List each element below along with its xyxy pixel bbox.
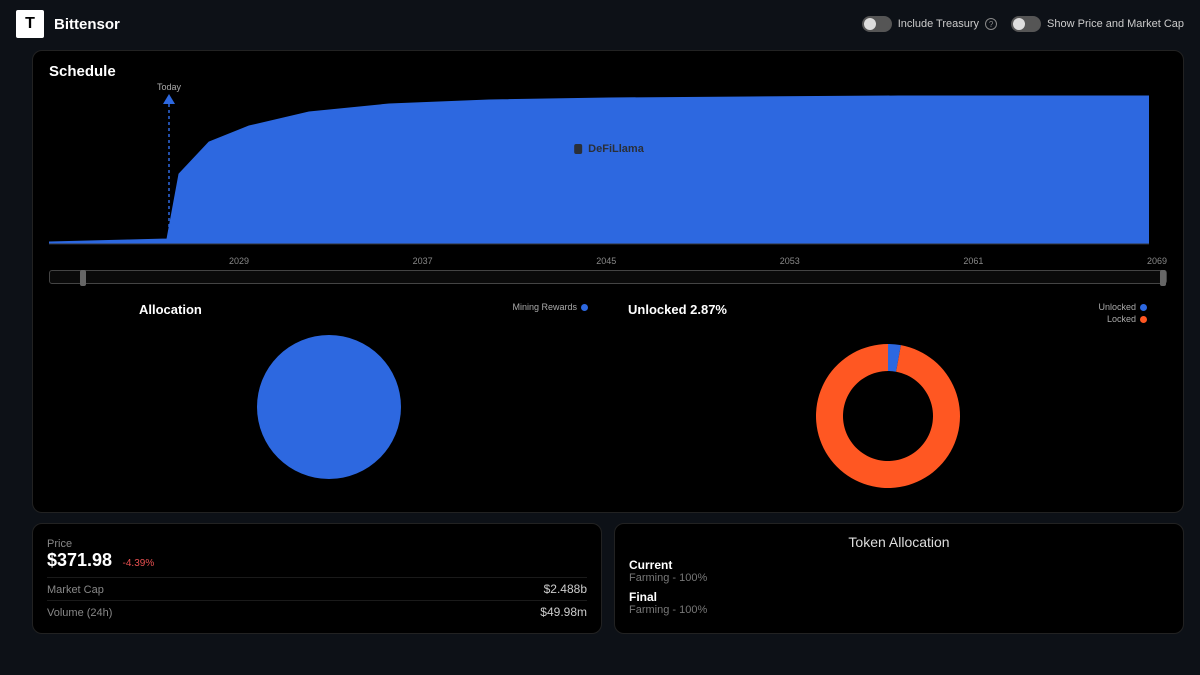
legend-dot-icon bbox=[581, 304, 588, 311]
allocation-section-detail: Farming - 100% bbox=[629, 604, 1169, 616]
toggle-show-price[interactable]: Show Price and Market Cap bbox=[1011, 16, 1184, 32]
scrubber-handle-left[interactable] bbox=[80, 270, 86, 286]
llama-icon bbox=[572, 142, 584, 156]
header: T Bittensor Include Treasury ? Show Pric… bbox=[0, 0, 1200, 46]
info-icon[interactable]: ? bbox=[985, 18, 997, 30]
page-title: Bittensor bbox=[54, 16, 120, 33]
stat-row: Volume (24h) $49.98m bbox=[47, 601, 587, 623]
watermark-text: DeFiLlama bbox=[588, 143, 644, 155]
today-label: Today bbox=[157, 82, 181, 92]
allocation-chart: Allocation Mining Rewards bbox=[69, 302, 588, 496]
stat-label: Market Cap bbox=[47, 584, 104, 596]
allocation-pie bbox=[249, 327, 409, 487]
x-tick: 2061 bbox=[963, 256, 983, 266]
bottom-charts: Allocation Mining Rewards Unlocked 2.87%… bbox=[49, 302, 1167, 496]
header-left: T Bittensor bbox=[16, 10, 120, 38]
unlocked-donut bbox=[808, 336, 968, 496]
unlocked-title: Unlocked 2.87% bbox=[628, 302, 727, 317]
toggle-include-treasury[interactable]: Include Treasury ? bbox=[862, 16, 997, 32]
price-value: $371.98 bbox=[47, 550, 112, 570]
legend-label: Locked bbox=[1107, 314, 1136, 324]
legend-dot-icon bbox=[1140, 316, 1147, 323]
x-tick: 2037 bbox=[413, 256, 433, 266]
header-toggles: Include Treasury ? Show Price and Market… bbox=[862, 16, 1184, 32]
x-tick: 2045 bbox=[596, 256, 616, 266]
timeline-scrubber[interactable] bbox=[49, 270, 1167, 284]
allocation-section-heading: Final bbox=[629, 590, 1169, 604]
price-panel: Price $371.98 -4.39% Market Cap $2.488b Vo… bbox=[32, 523, 602, 634]
main-panel: Schedule Today DeFiLlama 2029 2037 2045 205… bbox=[32, 50, 1184, 513]
legend-label: Unlocked bbox=[1098, 302, 1136, 312]
allocation-section-detail: Farming - 100% bbox=[629, 572, 1169, 584]
allocation-title: Allocation bbox=[139, 302, 202, 317]
stats-row: Price $371.98 -4.39% Market Cap $2.488b Vo… bbox=[32, 523, 1184, 634]
price-change: -4.39% bbox=[123, 558, 155, 569]
schedule-title: Schedule bbox=[49, 63, 1167, 80]
x-tick: 2069 bbox=[1147, 256, 1167, 266]
stat-row: Market Cap $2.488b bbox=[47, 578, 587, 601]
toggle-switch[interactable] bbox=[862, 16, 892, 32]
watermark: DeFiLlama bbox=[572, 142, 644, 156]
price-label: Price bbox=[47, 538, 587, 550]
allocation-legend: Mining Rewards bbox=[512, 302, 588, 314]
stat-label: Volume (24h) bbox=[47, 607, 112, 619]
x-tick: 2029 bbox=[229, 256, 249, 266]
x-tick: 2053 bbox=[780, 256, 800, 266]
schedule-area-chart bbox=[49, 94, 1149, 254]
logo-badge: T bbox=[16, 10, 44, 38]
token-allocation-panel: Token Allocation CurrentFarming - 100%Fi… bbox=[614, 523, 1184, 634]
unlocked-chart: Unlocked 2.87% Unlocked Locked bbox=[628, 302, 1147, 496]
token-allocation-title: Token Allocation bbox=[629, 534, 1169, 550]
unlocked-legend: Unlocked Locked bbox=[1098, 302, 1147, 326]
scrubber-handle-right[interactable] bbox=[1160, 270, 1166, 286]
legend-label: Mining Rewards bbox=[512, 302, 577, 312]
schedule-chart: Today DeFiLlama 2029 2037 2045 2053 2061 2069 bbox=[49, 84, 1167, 264]
x-axis: 2029 2037 2045 2053 2061 2069 bbox=[229, 256, 1167, 266]
stat-value: $49.98m bbox=[540, 605, 587, 619]
toggle-switch[interactable] bbox=[1011, 16, 1041, 32]
allocation-section-heading: Current bbox=[629, 558, 1169, 572]
toggle-label: Show Price and Market Cap bbox=[1047, 18, 1184, 30]
stat-value: $2.488b bbox=[544, 582, 587, 596]
toggle-label: Include Treasury bbox=[898, 18, 979, 30]
legend-dot-icon bbox=[1140, 304, 1147, 311]
